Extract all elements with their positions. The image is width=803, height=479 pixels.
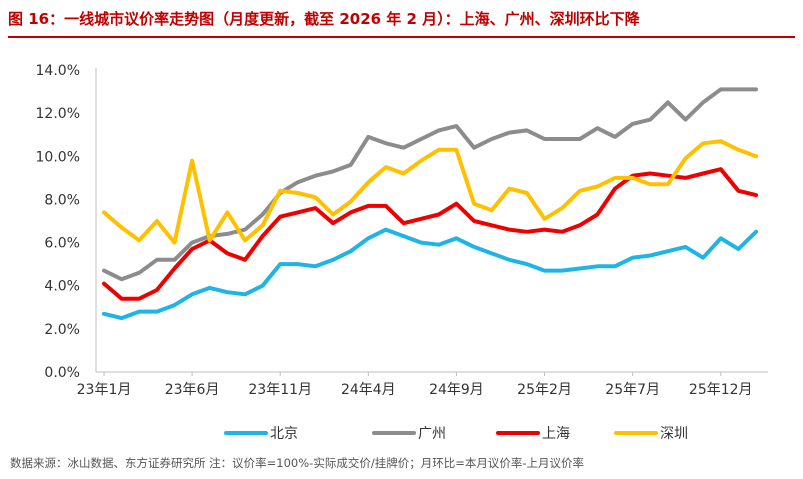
x-tick-label: 25年2月: [517, 382, 572, 398]
series-line-3: [102, 139, 758, 245]
x-tick-label: 24年4月: [341, 382, 396, 398]
y-axis: 0.0% 2.0% 4.0% 6.0% 8.0% 10.0% 12.0% 14.0%: [36, 63, 97, 381]
source-note: 数据来源：冰山数据、东方证券研究所 注：议价率=100%-实际成交价/挂牌价；月…: [10, 456, 584, 470]
legend-label: 广州: [418, 426, 446, 442]
chart-title: 图 16：一线城市议价率走势图（月度更新，截至 2026 年 2 月）：上海、广…: [8, 10, 640, 28]
y-tick-label: 14.0%: [36, 63, 80, 79]
series-line-0: [102, 227, 758, 321]
series-lines: [102, 87, 758, 321]
title-underline: [8, 36, 795, 38]
x-tick-label: 25年7月: [605, 382, 660, 398]
y-tick-label: 6.0%: [44, 236, 80, 252]
x-axis: 23年1月 23年6月 23年11月 24年4月 24年9月 25年2月 25年7月 25年1…: [77, 371, 768, 398]
y-tick-label: 2.0%: [44, 322, 80, 338]
x-tick-label: 23年1月: [77, 382, 132, 398]
legend-label: 上海: [542, 426, 570, 442]
y-tick-label: 12.0%: [36, 106, 80, 122]
x-tick-label: 23年11月: [248, 382, 312, 398]
line-chart: 0.0% 2.0% 4.0% 6.0% 8.0% 10.0% 12.0% 14.0% 23年1…: [36, 63, 768, 442]
x-tick-label: 25年12月: [689, 382, 753, 398]
x-tick-label: 23年6月: [165, 382, 220, 398]
y-tick-label: 0.0%: [44, 365, 80, 381]
series-line-2: [102, 167, 758, 301]
legend: 北京 广州 上海 深圳: [224, 426, 688, 442]
x-tick-label: 24年9月: [429, 382, 484, 398]
legend-label: 深圳: [660, 426, 688, 442]
legend-label: 北京: [270, 426, 298, 442]
y-tick-label: 4.0%: [44, 279, 80, 295]
y-tick-label: 8.0%: [44, 192, 80, 208]
y-tick-label: 10.0%: [36, 149, 80, 165]
